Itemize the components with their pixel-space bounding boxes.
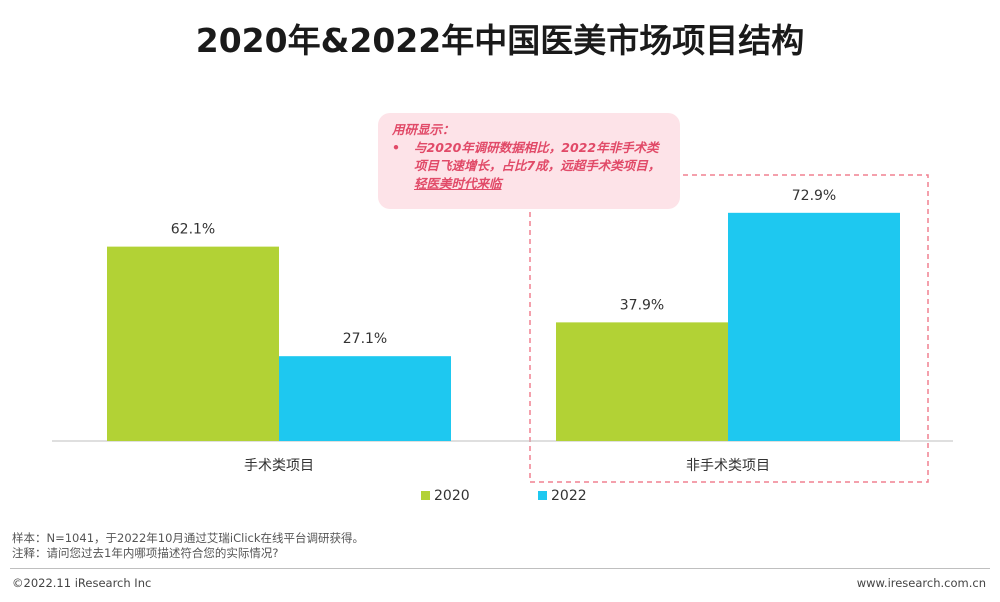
copyright: ©2022.11 iResearch Inc [12, 576, 152, 590]
sample-note: 样本：N=1041，于2022年10月通过艾瑞iClick在线平台调研获得。 [12, 531, 364, 545]
category-label-2: 非手术类项目 [686, 458, 770, 474]
legend-swatch-2022 [538, 491, 547, 500]
data-label-2022-1: 27.1% [343, 331, 387, 347]
chart-title: 2020年&2022年中国医美市场项目结构 [195, 21, 805, 60]
bar-2022-2 [728, 212, 900, 441]
bar-chart: 62.1% 27.1% 手术类项目 37.9% 72.9% 非手术类项目 2020 2022 [52, 174, 953, 504]
callout-bullet: • [392, 140, 400, 155]
bar-2022-1 [279, 356, 451, 441]
annotation-note: 注释：请问您过去1年内哪项描述符合您的实际情况? [12, 546, 279, 560]
legend-swatch-2020 [421, 491, 430, 500]
data-label-2020-1: 62.1% [171, 222, 215, 238]
category-label-1: 手术类项目 [244, 458, 314, 474]
bar-2020-1 [107, 246, 279, 441]
website-link: www.iresearch.com.cn [856, 576, 986, 590]
footer-divider [10, 568, 990, 569]
highlight-box [529, 174, 929, 483]
chart-notes: 样本：N=1041，于2022年10月通过艾瑞iClick在线平台调研获得。 注… [12, 531, 364, 561]
insight-callout: 用研显示： • 与2020年调研数据相比，2022年非手术类项目飞速增长，占比7… [378, 113, 680, 209]
legend-label-2022: 2022 [551, 488, 587, 504]
callout-text: 与2020年调研数据相比，2022年非手术类项目飞速增长，占比7成，远超手术类项… [414, 139, 666, 193]
data-label-2022-2: 72.9% [792, 188, 836, 204]
callout-text-highlight: 轻医美时代来临 [414, 176, 502, 191]
callout-text-main: 与2020年调研数据相比，2022年非手术类项目飞速增长，占比7成，远超手术类项… [414, 140, 661, 173]
legend-label-2020: 2020 [434, 488, 470, 504]
data-label-2020-2: 37.9% [620, 297, 664, 313]
callout-title: 用研显示： [392, 122, 455, 137]
bar-2020-2 [556, 322, 728, 441]
